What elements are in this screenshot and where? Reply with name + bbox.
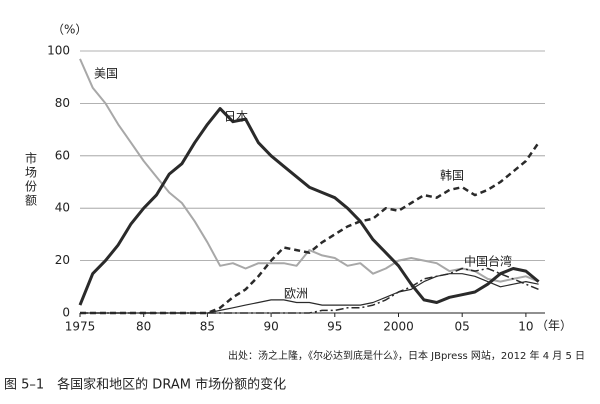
series-label: 中国台湾 — [464, 254, 512, 269]
y-tick-label: 80 — [55, 96, 70, 110]
x-tick-label: 90 — [263, 320, 278, 334]
y-unit: （%） — [52, 23, 87, 37]
y-tick-label: 60 — [55, 148, 70, 162]
y-tick-label: 20 — [55, 253, 70, 267]
y-tick-label: 100 — [47, 44, 70, 58]
series-line — [80, 267, 539, 314]
x-tick-label: 80 — [136, 320, 151, 334]
source: 出处：汤之上隆，《尔必达到底是什么》，日本 JBpress 网站，2012 年 … — [228, 349, 585, 362]
x-tick-label: 1975 — [65, 320, 96, 334]
x-tick-label: 85 — [200, 320, 215, 334]
x-tick-label: 2000 — [383, 320, 414, 334]
x-tick-label: 95 — [327, 320, 342, 334]
x-unit: （年） — [536, 319, 572, 333]
y-axis-label: 市场份额 — [24, 151, 38, 208]
series-label: 美国 — [94, 67, 118, 81]
x-tick-label: 05 — [455, 320, 470, 334]
series-line — [80, 141, 540, 315]
y-tick-label: 0 — [62, 306, 70, 320]
y-tick-label: 40 — [55, 201, 70, 215]
series-label: 欧洲 — [284, 287, 308, 301]
series-line — [78, 107, 540, 306]
series-line — [79, 58, 539, 283]
chart-title: 图 5–1 各国家和地区的 DRAM 市场份额的变化 — [4, 377, 286, 393]
series-label: 韩国 — [440, 168, 464, 183]
series-label: 日本 — [224, 110, 248, 124]
x-tick-label: 10 — [518, 320, 533, 334]
